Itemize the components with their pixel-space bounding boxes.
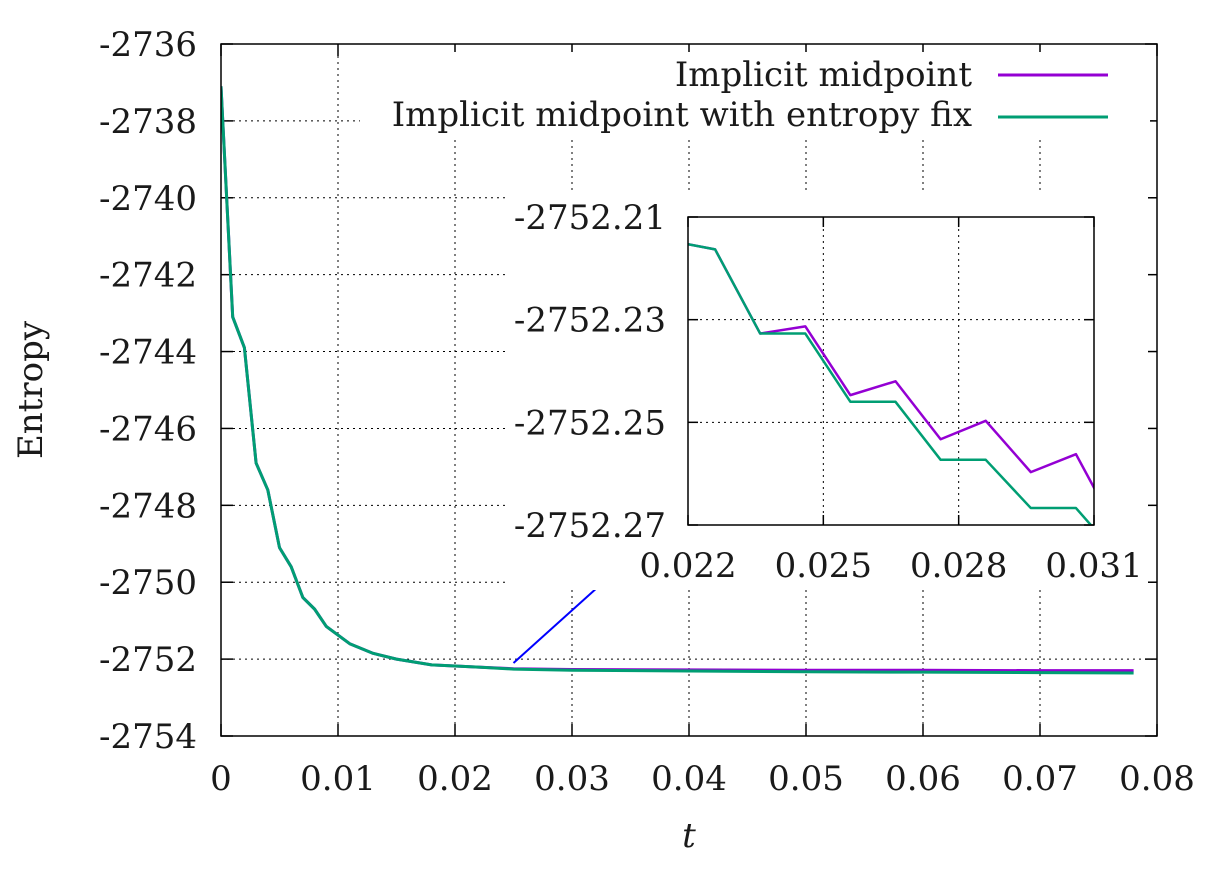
x-tick-label: 0.02 [417,759,493,799]
x-tick-label: 0.03 [534,759,610,799]
series-line-1 [688,242,1093,525]
y-tick-label: -2738 [99,102,197,142]
legend-label-entropy-fix: Implicit midpoint with entropy fix [392,95,972,135]
inset-grid [688,217,1094,525]
y-tick-label: -2736 [99,25,197,65]
y-tick-label: -2742 [99,256,197,296]
inset-x-tick-labels: 0.022 0.025 0.028 0.031 [639,546,1142,586]
y-tick-label: -2740 [99,179,197,219]
x-tick-label: 0.028 [910,546,1007,586]
legend: Implicit midpoint Implicit midpoint with… [360,52,1150,138]
y-tick-label: -2752.21 [514,198,666,238]
y-tick-label: -2746 [99,409,197,449]
main-x-tick-labels: 0 0.01 0.02 0.03 0.04 0.05 0.06 0.07 0.08 [210,759,1195,799]
y-tick-label: -2750 [99,563,197,603]
y-tick-label: -2752 [99,640,197,680]
y-tick-label: -2752.27 [514,506,666,546]
inset-series [688,242,1094,525]
x-tick-label: 0.08 [1119,759,1195,799]
legend-label-implicit-midpoint: Implicit midpoint [675,55,972,95]
inset-y-tick-labels: -2752.27 -2752.25 -2752.23 -2752.21 [514,198,666,546]
y-tick-label: -2752.23 [514,301,666,341]
series-line-1 [221,86,1134,675]
y-tick-label: -2754 [99,717,197,757]
main-plot-frame [220,43,1158,737]
x-tick-label: 0.025 [775,546,872,586]
inset-background [508,192,1148,590]
main-series [221,86,1134,675]
x-tick-label: 0.06 [885,759,961,799]
x-tick-label: 0.031 [1045,546,1142,586]
legend-background [360,52,1150,138]
x-tick-label: 0 [210,759,232,799]
main-y-tick-labels: -2754 -2752 -2750 -2748 -2746 -2744 -2742 -2740… [99,25,197,757]
y-tick-label: -2748 [99,486,197,526]
inset-plot-frame [687,216,1095,526]
x-tick-label: 0.05 [768,759,844,799]
y-axis-title: Entropy [11,320,51,459]
x-tick-label: 0.07 [1002,759,1078,799]
y-tick-label: -2744 [99,333,197,373]
x-tick-label: 0.01 [300,759,376,799]
x-axis-title: t [682,816,696,856]
x-tick-label: 0.04 [651,759,727,799]
inset-plot: 0.022 0.025 0.028 0.031 -2752.27-2752.25-27… [508,192,1148,590]
y-tick-label: -2752.25 [514,403,666,443]
x-tick-label: 0.022 [639,546,736,586]
